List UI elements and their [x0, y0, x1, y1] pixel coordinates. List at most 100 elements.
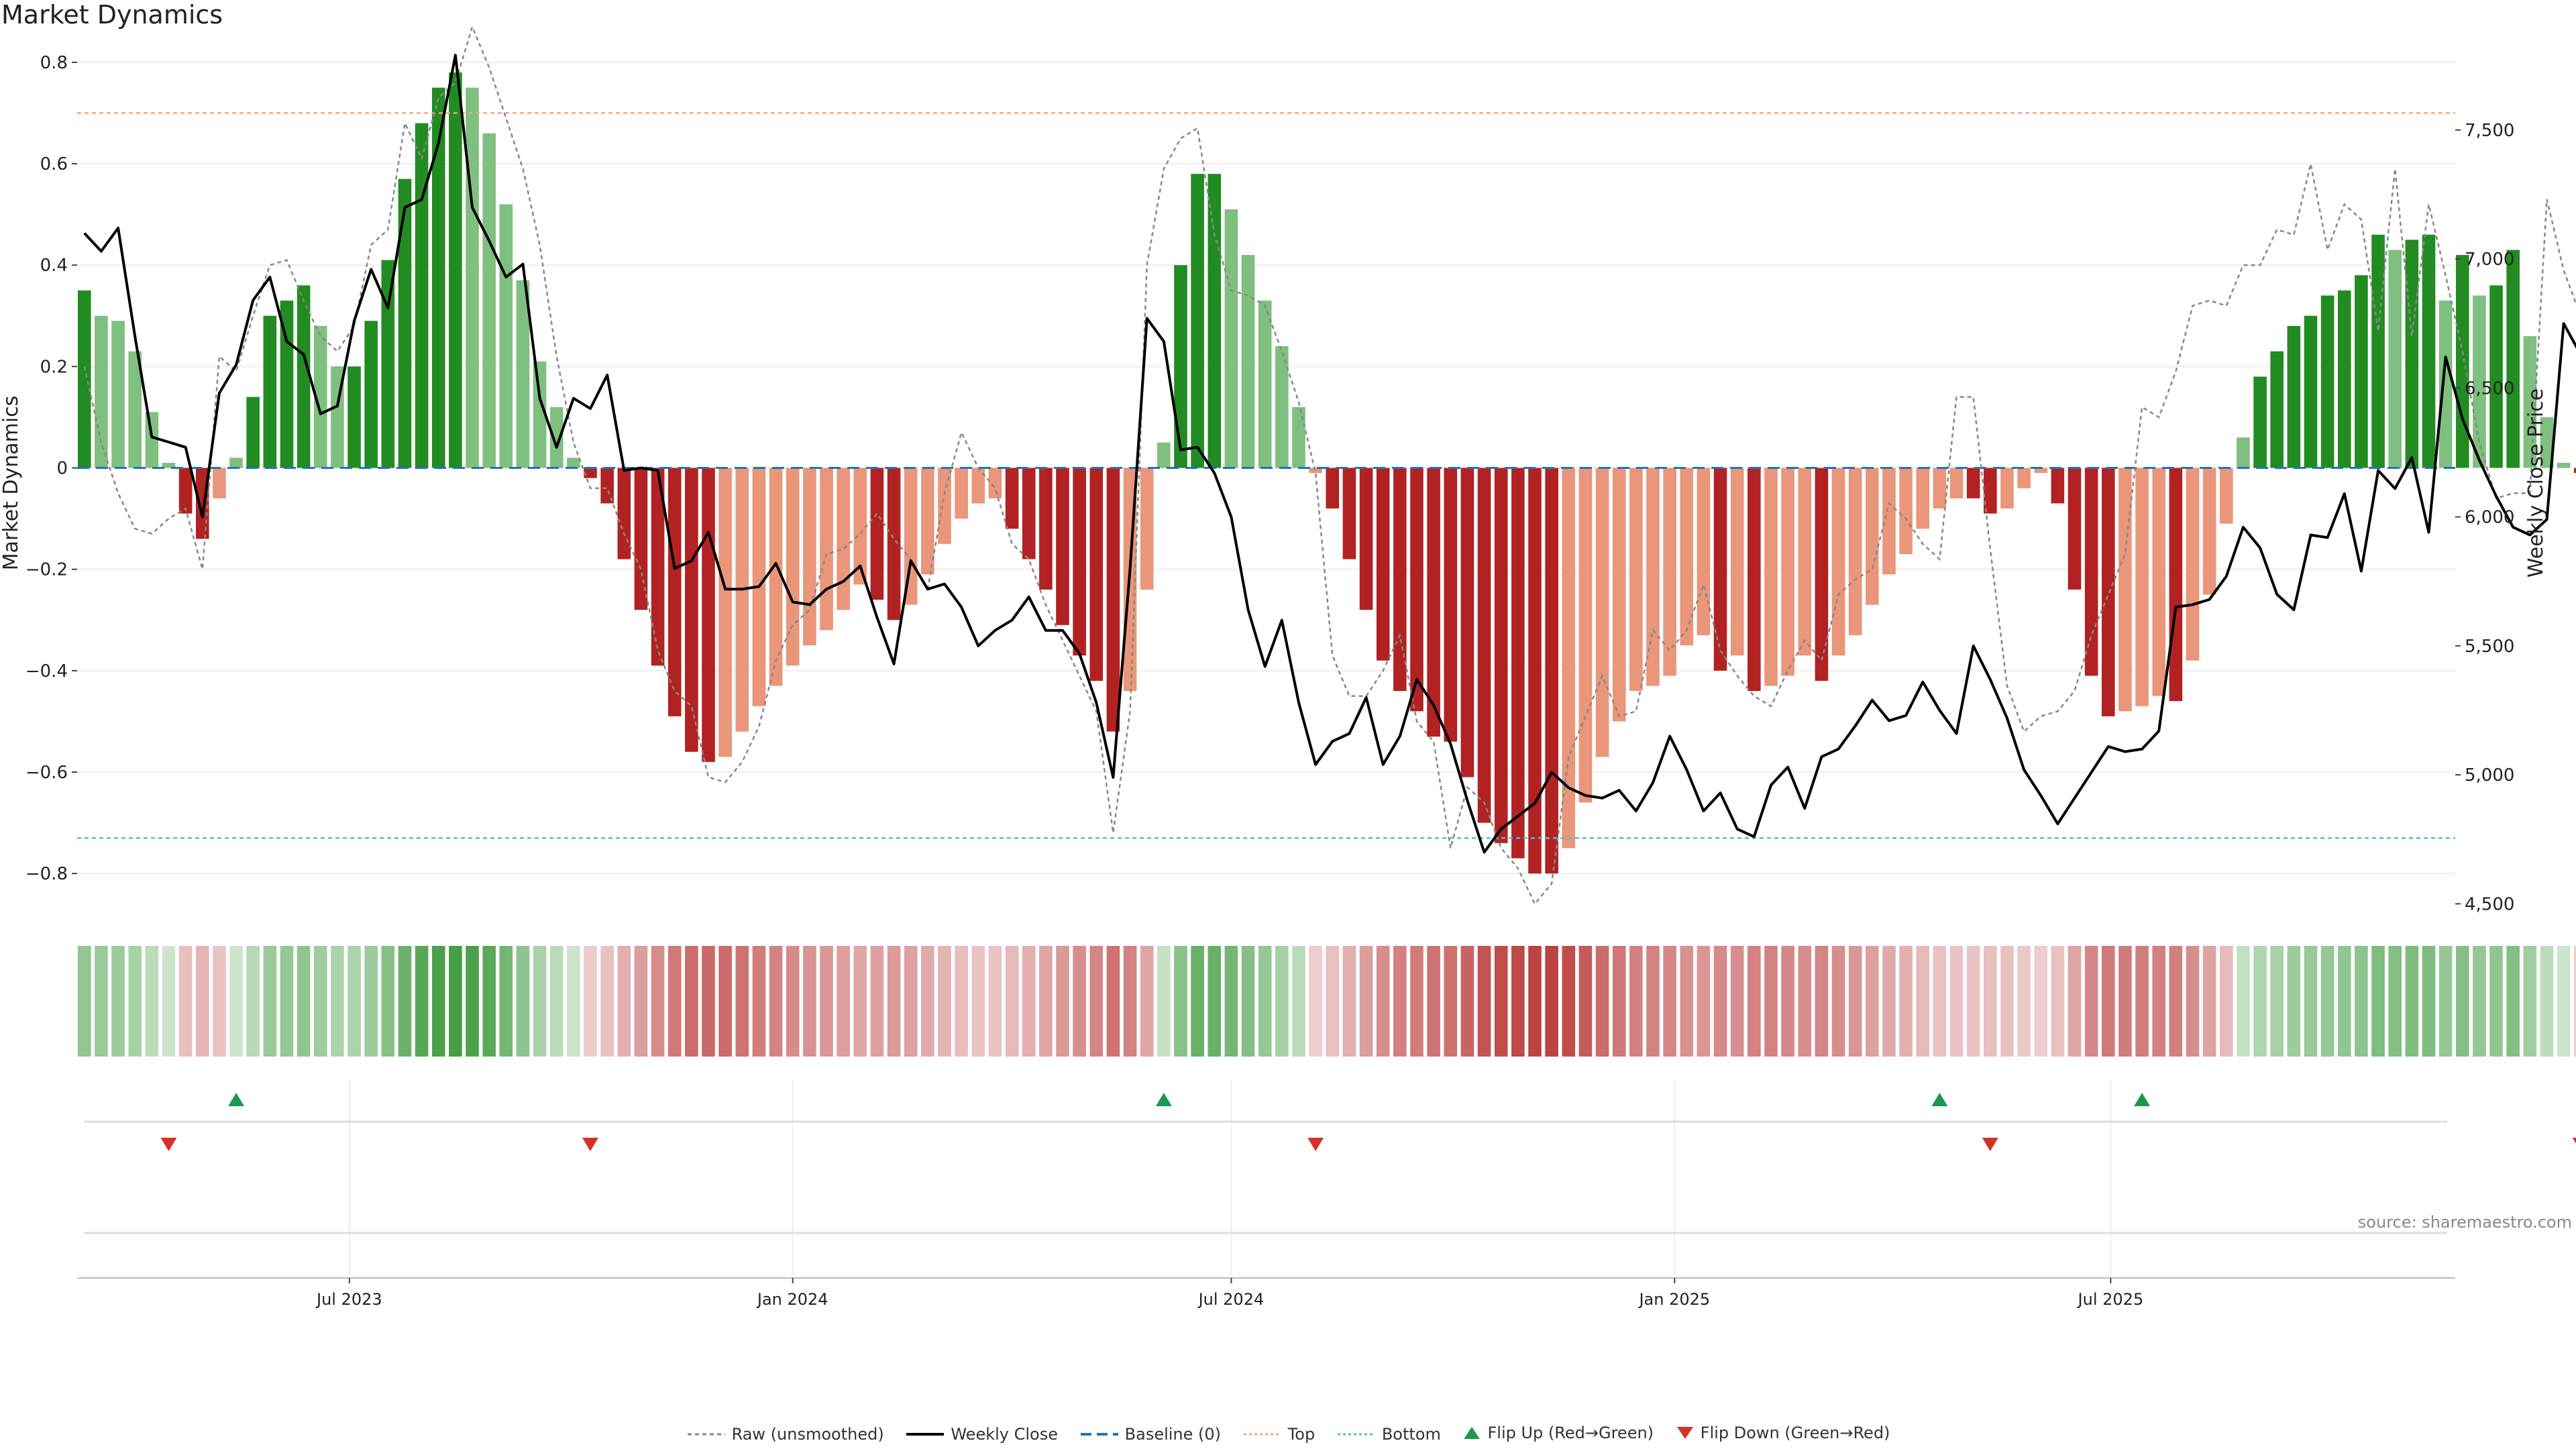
ytick-right-label-3: 6,000 [2465, 508, 2514, 528]
bar-5 [162, 462, 176, 468]
heat-cell-32 [617, 946, 631, 1057]
heat-cell-145 [2523, 946, 2537, 1057]
bar-43 [803, 468, 816, 646]
bar-92 [1629, 468, 1643, 692]
bar-111 [1949, 468, 1964, 498]
source-note: source: sharemaestro.com [2357, 1213, 2572, 1232]
heat-cell-60 [1089, 946, 1104, 1057]
bar-27 [533, 361, 547, 468]
heat-cell-141 [2455, 946, 2469, 1057]
bar-74 [1326, 468, 1340, 508]
heat-cell-0 [77, 946, 91, 1057]
xtick-label-0: Jul 2023 [315, 1290, 382, 1309]
heat-cell-64 [1157, 946, 1171, 1057]
bar-23 [466, 87, 479, 468]
heat-cell-116 [2034, 946, 2048, 1057]
bar-104 [1831, 468, 1845, 656]
heat-cell-35 [667, 946, 682, 1057]
bar-132 [2304, 315, 2318, 468]
bar-9 [229, 458, 243, 468]
bar-0 [77, 290, 91, 468]
heat-cell-87 [1545, 946, 1558, 1057]
heat-cell-2 [111, 946, 125, 1057]
heat-cell-31 [600, 946, 614, 1057]
bar-18 [381, 260, 395, 468]
bar-34 [651, 468, 665, 666]
heat-cell-100 [1764, 946, 1778, 1057]
bar-89 [1578, 468, 1593, 803]
bar-137 [2388, 250, 2402, 468]
heat-cell-18 [381, 946, 395, 1057]
heat-cell-68 [1224, 946, 1238, 1057]
legend: Raw (unsmoothed) Weekly Close Baseline (… [0, 1424, 2576, 1445]
heat-cell-15 [331, 946, 344, 1057]
heat-cell-37 [702, 946, 715, 1057]
legend-close-swatch [906, 1433, 945, 1436]
heat-cell-125 [2186, 946, 2200, 1057]
heat-cell-137 [2388, 946, 2402, 1057]
heat-cell-39 [735, 946, 749, 1057]
bar-72 [1292, 407, 1305, 468]
bar-115 [2017, 468, 2031, 488]
bar-44 [820, 468, 833, 631]
bar-77 [1376, 468, 1390, 661]
legend-item-flip-down: Flip Down (Green→Red) [1675, 1424, 1890, 1442]
bar-113 [1983, 468, 1997, 514]
heat-cell-120 [2101, 946, 2115, 1057]
bar-71 [1275, 346, 1289, 468]
heat-cell-93 [1646, 946, 1660, 1057]
bar-98 [1730, 468, 1744, 656]
bar-2 [111, 321, 125, 468]
bar-46 [853, 468, 867, 585]
legend-label-raw: Raw (unsmoothed) [731, 1425, 884, 1444]
heat-cell-52 [955, 946, 968, 1057]
flip-down-triangle-icon [1676, 1427, 1693, 1439]
bar-16 [347, 366, 361, 468]
bar-100 [1764, 468, 1778, 686]
bar-42 [786, 468, 800, 666]
heat-cell-80 [1427, 946, 1440, 1057]
heat-cell-95 [1680, 946, 1694, 1057]
ytick-left-label-7: −0.6 [25, 763, 68, 783]
chart-title: Market Dynamics [1, 0, 223, 30]
heat-cell-86 [1528, 946, 1542, 1057]
legend-label-top: Top [1287, 1425, 1316, 1444]
heat-cell-59 [1073, 946, 1086, 1057]
legend-baseline-swatch [1080, 1433, 1118, 1436]
heat-cell-62 [1123, 946, 1137, 1057]
bar-134 [2337, 290, 2351, 468]
heat-cell-1 [95, 946, 108, 1057]
bar-48 [887, 468, 901, 621]
legend-item-top: Top [1242, 1425, 1316, 1444]
legend-raw-swatch [687, 1433, 725, 1436]
bar-66 [1191, 174, 1204, 468]
heat-cell-65 [1174, 946, 1187, 1057]
bar-67 [1208, 174, 1222, 468]
heat-cell-41 [769, 946, 783, 1057]
bar-136 [2371, 234, 2385, 468]
heat-cell-84 [1494, 946, 1508, 1057]
heat-cell-38 [718, 946, 732, 1057]
heat-cell-11 [263, 946, 277, 1057]
heat-cell-74 [1326, 946, 1340, 1057]
bar-73 [1309, 468, 1322, 474]
ylabel-left: Market Dynamics [0, 396, 23, 571]
bar-51 [938, 468, 951, 544]
heat-cell-34 [651, 946, 665, 1057]
legend-label-flip-down: Flip Down (Green→Red) [1700, 1424, 1890, 1442]
heat-cell-91 [1612, 946, 1626, 1057]
bar-123 [2152, 468, 2166, 696]
legend-label-close: Weekly Close [951, 1425, 1058, 1444]
bar-139 [2422, 234, 2436, 468]
bar-116 [2034, 468, 2048, 474]
ytick-left-label-5: −0.2 [25, 560, 68, 580]
heat-cell-134 [2337, 946, 2351, 1057]
heat-cell-51 [938, 946, 951, 1057]
heat-cell-55 [1005, 946, 1019, 1057]
heat-cell-88 [1562, 946, 1576, 1057]
bar-75 [1342, 468, 1356, 559]
bar-112 [1966, 468, 1980, 498]
bar-60 [1089, 468, 1104, 681]
bar-19 [398, 178, 412, 468]
bar-45 [837, 468, 850, 610]
